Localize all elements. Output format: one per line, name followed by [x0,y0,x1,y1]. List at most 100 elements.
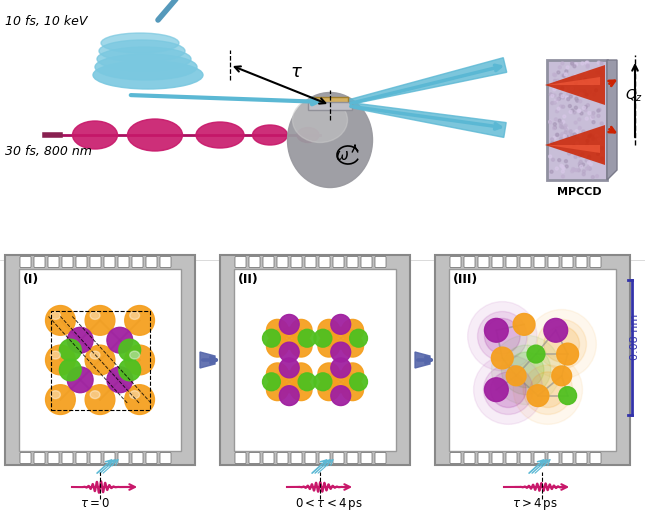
Ellipse shape [266,319,288,341]
Circle shape [590,116,593,119]
Circle shape [591,176,594,179]
Circle shape [549,121,551,124]
Circle shape [558,159,561,162]
Circle shape [561,165,564,168]
Ellipse shape [537,319,586,369]
Ellipse shape [477,312,527,361]
FancyBboxPatch shape [361,453,372,464]
Circle shape [564,128,568,131]
Ellipse shape [484,378,508,402]
Polygon shape [547,77,600,85]
Circle shape [587,165,590,168]
Circle shape [565,127,568,130]
Ellipse shape [290,319,312,341]
Circle shape [574,75,577,78]
Ellipse shape [513,355,582,424]
Circle shape [585,80,588,83]
Circle shape [586,64,589,67]
Ellipse shape [266,363,288,385]
Ellipse shape [46,345,75,375]
Circle shape [595,89,597,92]
FancyBboxPatch shape [5,255,195,465]
Circle shape [577,169,580,172]
Ellipse shape [107,328,133,353]
FancyBboxPatch shape [534,256,545,267]
FancyBboxPatch shape [464,453,475,464]
FancyBboxPatch shape [375,256,386,267]
Ellipse shape [491,335,561,405]
FancyBboxPatch shape [104,453,115,464]
Circle shape [584,78,586,81]
Ellipse shape [290,363,312,385]
FancyBboxPatch shape [76,256,87,267]
Ellipse shape [314,373,332,391]
Ellipse shape [331,358,351,378]
Circle shape [561,87,564,90]
FancyBboxPatch shape [235,453,246,464]
FancyBboxPatch shape [520,256,531,267]
Circle shape [551,138,553,141]
FancyBboxPatch shape [308,102,352,110]
Circle shape [580,112,583,115]
Circle shape [564,124,567,127]
Circle shape [562,121,565,124]
Circle shape [567,92,570,95]
Circle shape [573,65,576,68]
Ellipse shape [318,319,340,341]
FancyBboxPatch shape [562,256,573,267]
Circle shape [575,63,578,66]
FancyBboxPatch shape [305,453,316,464]
Circle shape [582,163,584,166]
Circle shape [597,138,600,141]
Text: MPCCD: MPCCD [557,187,602,197]
Ellipse shape [124,385,154,415]
Circle shape [574,121,577,124]
Circle shape [564,73,568,76]
Circle shape [566,66,569,69]
FancyBboxPatch shape [478,453,489,464]
Ellipse shape [331,386,351,405]
Circle shape [571,133,574,136]
Circle shape [566,96,568,99]
FancyBboxPatch shape [590,453,601,464]
Text: 30 fs, 800 nm: 30 fs, 800 nm [5,145,92,158]
Circle shape [575,130,578,133]
FancyBboxPatch shape [277,256,288,267]
Circle shape [582,173,585,176]
Circle shape [565,165,568,168]
Circle shape [551,142,553,145]
Circle shape [557,71,560,74]
Circle shape [559,138,562,141]
Circle shape [573,79,577,81]
Ellipse shape [263,329,281,347]
Circle shape [590,163,592,166]
FancyBboxPatch shape [347,453,358,464]
Circle shape [597,152,599,156]
FancyBboxPatch shape [263,256,274,267]
Circle shape [550,93,552,96]
Circle shape [559,81,562,84]
Ellipse shape [318,335,340,357]
Circle shape [561,96,564,99]
Ellipse shape [468,302,537,371]
Circle shape [562,175,564,178]
Ellipse shape [290,335,312,357]
Circle shape [553,101,556,104]
Circle shape [580,93,582,96]
Circle shape [578,118,580,121]
Circle shape [580,90,582,92]
Ellipse shape [484,318,520,354]
Text: $\tau > 4\,\mathrm{ps}$: $\tau > 4\,\mathrm{ps}$ [512,496,558,512]
Circle shape [582,78,585,81]
Ellipse shape [314,329,332,347]
Circle shape [600,147,604,150]
Ellipse shape [279,358,299,378]
Circle shape [593,135,596,138]
FancyBboxPatch shape [562,453,573,464]
Circle shape [561,62,564,65]
Circle shape [590,83,593,86]
Circle shape [551,94,554,97]
Polygon shape [415,352,430,368]
Circle shape [551,158,555,161]
Polygon shape [607,60,617,180]
